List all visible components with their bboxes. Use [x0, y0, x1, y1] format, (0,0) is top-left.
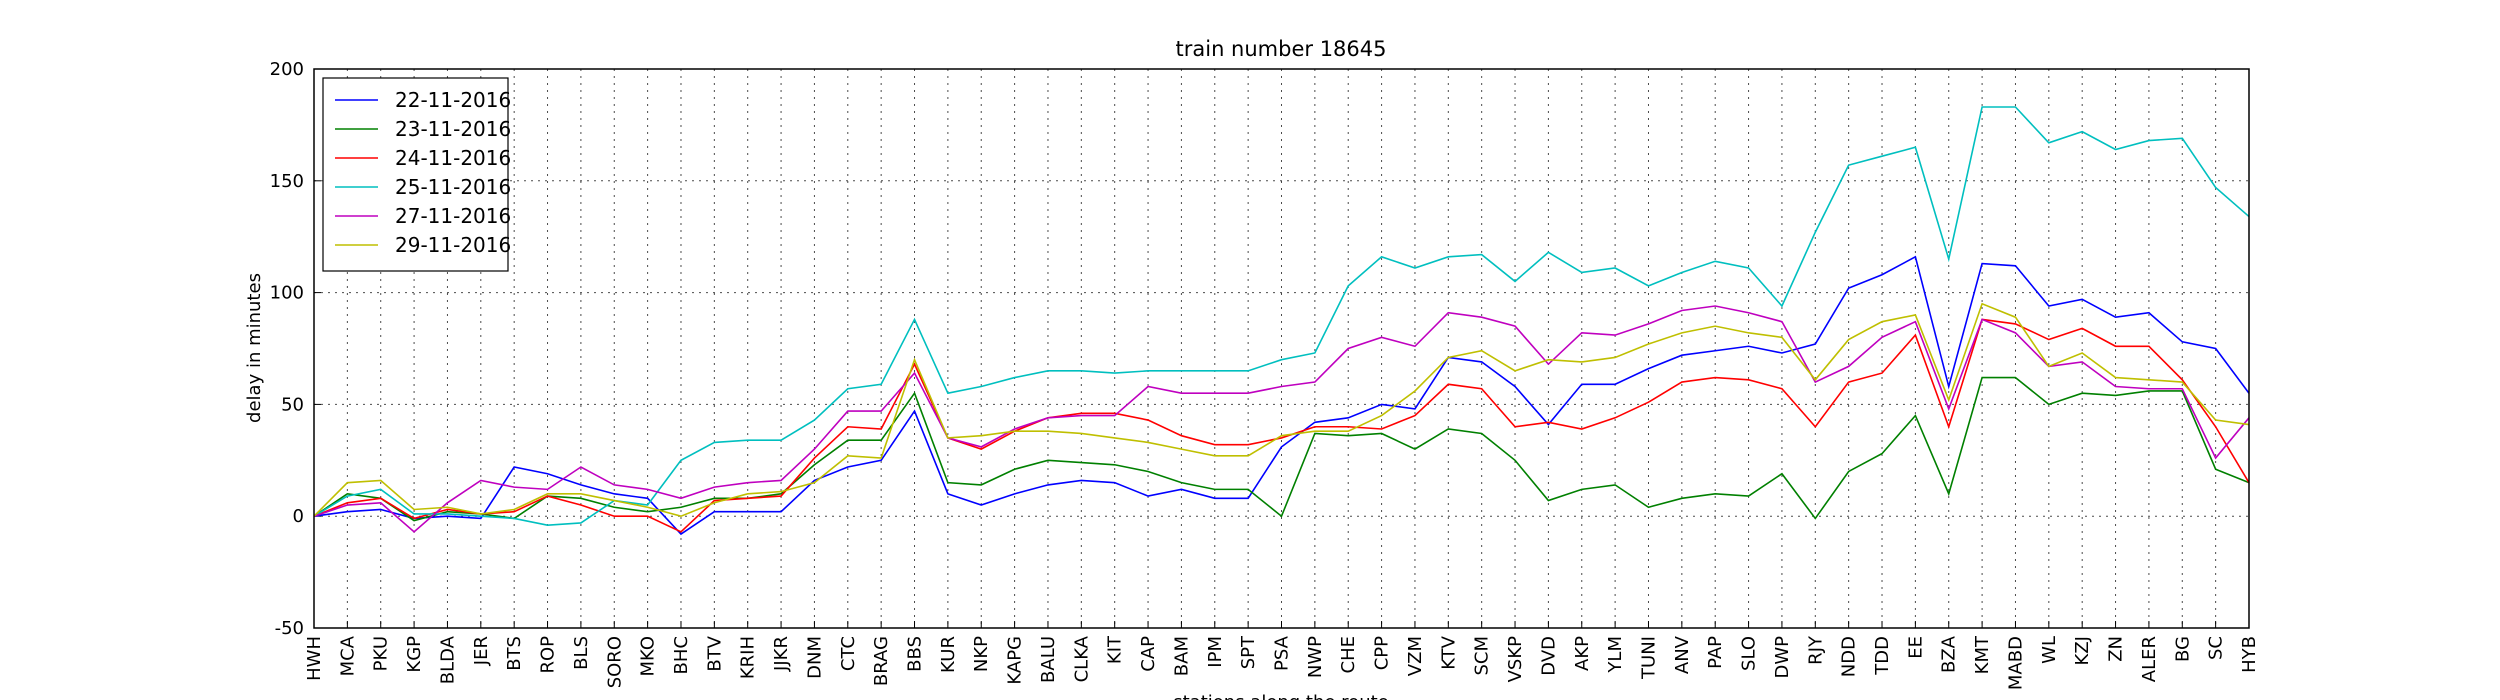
- x-tick-label: MCA: [337, 635, 358, 676]
- x-tick-label: DNM: [804, 636, 825, 679]
- series-line: [313, 305, 2250, 533]
- legend-box: [322, 77, 509, 272]
- x-tick-label: BTV: [704, 635, 725, 671]
- x-tick-label: ALER: [2139, 636, 2160, 682]
- x-tick-label: BG: [2172, 636, 2193, 662]
- x-tick-label: BLS: [571, 636, 592, 670]
- y-tick-label: 100: [270, 283, 304, 304]
- x-tick-label: HYB: [2239, 636, 2260, 673]
- legend-label: 27-11-2016: [395, 204, 511, 228]
- x-tick-label: CPP: [1372, 636, 1393, 670]
- y-tick-label: 200: [270, 59, 304, 80]
- y-axis-label: delay in minutes: [244, 273, 265, 423]
- chart-title: train number 18645: [1176, 37, 1387, 61]
- x-tick-label: DWP: [1772, 636, 1793, 679]
- x-tick-label: TDD: [1872, 636, 1893, 676]
- x-tick-label: ZN: [2106, 636, 2127, 662]
- x-tick-label: JJKR: [771, 636, 792, 672]
- x-tick-label: TUNI: [1638, 636, 1659, 680]
- x-tick-label: VZM: [1405, 636, 1426, 676]
- x-tick-label: KIT: [1105, 635, 1126, 664]
- x-tick-label: DVD: [1538, 636, 1559, 676]
- x-tick-label: AKP: [1572, 636, 1593, 671]
- x-tick-label: ANV: [1672, 635, 1693, 674]
- x-tick-label: KMT: [1972, 635, 1993, 674]
- x-tick-label: BBS: [905, 636, 926, 672]
- x-tick-label: KTV: [1438, 635, 1459, 669]
- x-tick-label: HWH: [304, 636, 325, 681]
- x-tick-label: SC: [2206, 636, 2227, 660]
- series-line: [313, 302, 2250, 518]
- x-tick-label: SORO: [604, 636, 625, 688]
- x-tick-label: CLKA: [1071, 635, 1092, 682]
- x-tick-label: YLM: [1605, 636, 1626, 674]
- legend-label: 25-11-2016: [395, 175, 511, 199]
- x-tick-label: KGP: [404, 636, 425, 673]
- x-tick-label: BRAG: [871, 636, 892, 686]
- x-tick-label: SLO: [1739, 636, 1760, 671]
- x-tick-label: BZA: [1939, 635, 1960, 673]
- x-tick-label: EE: [1905, 636, 1926, 659]
- x-tick-label: RJY: [1805, 635, 1826, 665]
- x-tick-label: KRIH: [738, 636, 759, 679]
- x-tick-label: KUR: [938, 636, 959, 673]
- series-line: [313, 255, 2250, 536]
- x-tick-label: KAPG: [1005, 636, 1026, 685]
- x-tick-label: SPT: [1238, 635, 1259, 669]
- x-axis-label: stations along the route: [1173, 692, 1388, 700]
- series-line: [313, 376, 2250, 522]
- series-line: [313, 318, 2250, 533]
- series-line: [313, 106, 2250, 526]
- x-tick-label: NWP: [1305, 636, 1326, 678]
- legend-label: 22-11-2016: [395, 88, 511, 112]
- x-tick-label: PAP: [1705, 636, 1726, 669]
- plot-frame: [313, 68, 2250, 629]
- y-tick-label: -50: [275, 618, 304, 639]
- x-tick-label: MABD: [2005, 636, 2026, 690]
- x-tick-label: MKO: [638, 636, 659, 677]
- y-tick-label: 0: [293, 506, 304, 527]
- x-tick-label: KZJ: [2072, 636, 2093, 665]
- x-tick-label: VSKP: [1505, 636, 1526, 683]
- y-tick-label: 50: [281, 394, 304, 415]
- x-tick-label: NDD: [1839, 636, 1860, 677]
- y-tick-label: 150: [270, 171, 304, 192]
- x-tick-label: PSA: [1272, 635, 1293, 671]
- x-tick-label: BAM: [1171, 636, 1192, 676]
- x-tick-label: CHE: [1338, 636, 1359, 673]
- x-tick-label: NKP: [971, 636, 992, 672]
- x-tick-label: CTC: [838, 636, 859, 671]
- legend-label: 29-11-2016: [395, 233, 511, 257]
- x-tick-label: BHC: [671, 636, 692, 674]
- x-tick-label: JER: [471, 636, 492, 666]
- x-tick-label: WL: [2039, 636, 2060, 664]
- x-tick-label: BLDA: [437, 635, 458, 684]
- x-tick-label: CAP: [1138, 636, 1159, 672]
- x-tick-label: SCM: [1472, 636, 1493, 676]
- legend-label: 23-11-2016: [395, 117, 511, 141]
- legend-label: 24-11-2016: [395, 146, 511, 170]
- x-tick-label: BTS: [504, 636, 525, 671]
- x-tick-label: ROP: [538, 636, 559, 674]
- x-tick-label: PKU: [371, 636, 392, 671]
- x-tick-label: IPM: [1205, 636, 1226, 668]
- x-tick-label: BALU: [1038, 636, 1059, 683]
